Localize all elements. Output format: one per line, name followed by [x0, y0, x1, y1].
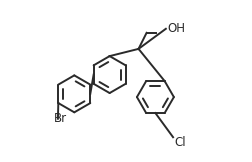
Text: OH: OH [167, 22, 185, 35]
Text: Cl: Cl [173, 136, 185, 149]
Text: Br: Br [53, 112, 66, 125]
